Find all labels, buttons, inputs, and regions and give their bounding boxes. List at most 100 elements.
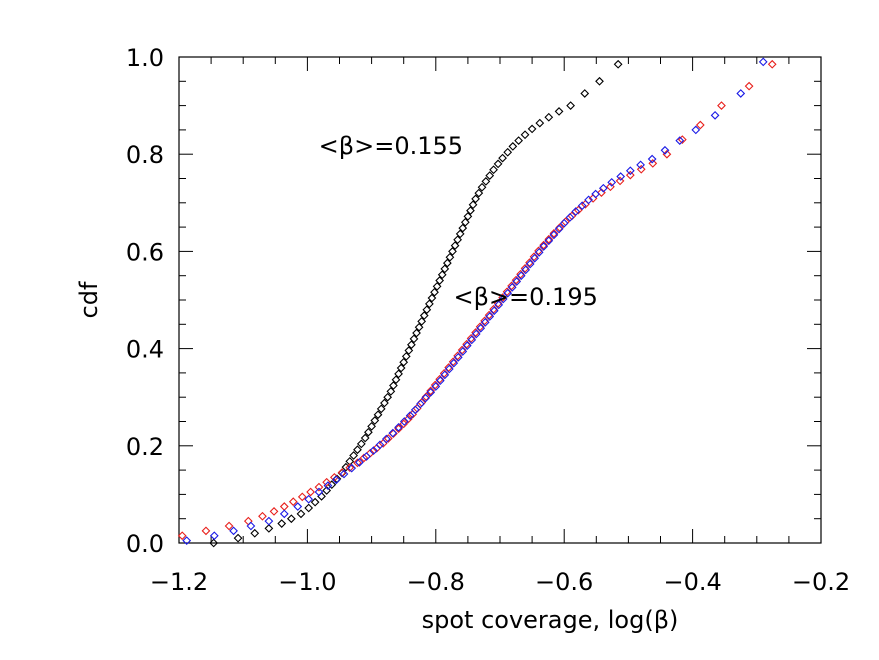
data-point bbox=[405, 411, 415, 421]
data-point bbox=[636, 160, 645, 170]
data-point bbox=[322, 477, 332, 487]
data-point bbox=[607, 178, 617, 187]
y-tick-label: 0.0 bbox=[126, 530, 164, 558]
x-tick-label: −0.8 bbox=[407, 568, 465, 596]
data-point bbox=[439, 369, 449, 378]
data-point bbox=[430, 287, 439, 297]
data-point bbox=[444, 364, 454, 374]
data-point bbox=[577, 201, 587, 211]
data-point bbox=[304, 503, 314, 513]
data-point bbox=[485, 312, 495, 321]
data-point bbox=[297, 492, 307, 502]
data-point bbox=[448, 247, 457, 256]
data-point bbox=[677, 135, 687, 144]
data-point bbox=[660, 145, 670, 155]
data-point bbox=[507, 281, 516, 291]
data-point bbox=[448, 357, 458, 367]
data-point bbox=[386, 386, 396, 396]
data-point bbox=[435, 276, 445, 285]
data-point bbox=[544, 236, 554, 246]
data-point bbox=[580, 89, 590, 98]
data-point bbox=[353, 445, 362, 455]
data-point bbox=[565, 213, 575, 222]
data-point bbox=[349, 451, 359, 460]
data-point bbox=[414, 322, 424, 332]
data-point bbox=[401, 351, 411, 361]
data-point bbox=[410, 405, 420, 415]
data-point bbox=[359, 453, 369, 463]
data-point bbox=[549, 229, 559, 238]
data-point bbox=[322, 486, 332, 495]
annotation-mean-beta: <β>=0.195 bbox=[454, 283, 598, 311]
data-point bbox=[453, 351, 463, 361]
data-point bbox=[494, 300, 504, 310]
x-tick-label: −1.0 bbox=[278, 568, 336, 596]
data-point bbox=[498, 294, 508, 304]
data-point bbox=[286, 514, 296, 524]
data-point bbox=[421, 392, 431, 402]
data-point bbox=[264, 524, 274, 533]
data-point bbox=[425, 299, 434, 309]
y-tick-label: 1.0 bbox=[126, 44, 164, 72]
axis-ticks bbox=[178, 56, 822, 544]
data-point bbox=[529, 252, 539, 262]
data-point bbox=[314, 482, 324, 492]
data-point bbox=[296, 509, 306, 519]
data-point bbox=[511, 275, 521, 285]
data-point bbox=[426, 386, 436, 396]
data-point bbox=[462, 339, 471, 349]
data-point bbox=[468, 200, 478, 210]
data-point bbox=[373, 410, 383, 420]
y-tick-label: 0.8 bbox=[126, 141, 164, 169]
data-point bbox=[293, 502, 303, 511]
data-point bbox=[317, 491, 326, 501]
data-point bbox=[503, 147, 513, 157]
data-point bbox=[534, 247, 544, 257]
data-point bbox=[347, 463, 357, 473]
data-point bbox=[455, 229, 465, 239]
data-point bbox=[391, 375, 401, 385]
data-point bbox=[648, 159, 658, 168]
data-point bbox=[512, 277, 522, 286]
data-point bbox=[246, 521, 256, 531]
data-point bbox=[380, 398, 389, 408]
x-tick-label: −0.4 bbox=[663, 568, 721, 596]
data-point bbox=[453, 235, 463, 245]
data-point bbox=[527, 124, 537, 134]
data-point bbox=[370, 416, 380, 425]
data-point bbox=[675, 136, 685, 145]
y-axis-label: cdf bbox=[75, 281, 103, 318]
data-point bbox=[471, 329, 481, 339]
data-point bbox=[559, 218, 569, 228]
data-point bbox=[399, 417, 409, 426]
data-point bbox=[476, 323, 486, 333]
data-point bbox=[710, 110, 720, 120]
data-point bbox=[388, 428, 398, 438]
data-point bbox=[591, 189, 601, 199]
data-point bbox=[279, 502, 289, 511]
data-point bbox=[201, 526, 211, 536]
data-point bbox=[182, 536, 192, 545]
data-point bbox=[475, 322, 485, 332]
data-point bbox=[544, 234, 554, 244]
data-point bbox=[444, 363, 454, 372]
data-point bbox=[381, 434, 391, 444]
data-point bbox=[331, 475, 341, 485]
data-point bbox=[584, 195, 593, 205]
data-point bbox=[466, 334, 476, 343]
data-point bbox=[457, 345, 467, 355]
data-point bbox=[466, 206, 475, 215]
data-point bbox=[525, 259, 535, 269]
data-point bbox=[566, 101, 575, 110]
data-point bbox=[489, 306, 499, 316]
data-point bbox=[485, 171, 495, 180]
data-point bbox=[243, 516, 253, 526]
data-point bbox=[503, 288, 513, 298]
data-point bbox=[516, 271, 526, 281]
data-point bbox=[625, 170, 635, 180]
data-point bbox=[521, 265, 531, 275]
data-point bbox=[362, 452, 371, 461]
data-point bbox=[403, 414, 413, 424]
y-tick-label: 0.4 bbox=[126, 336, 164, 364]
x-tick-label: −1.2 bbox=[150, 568, 208, 596]
